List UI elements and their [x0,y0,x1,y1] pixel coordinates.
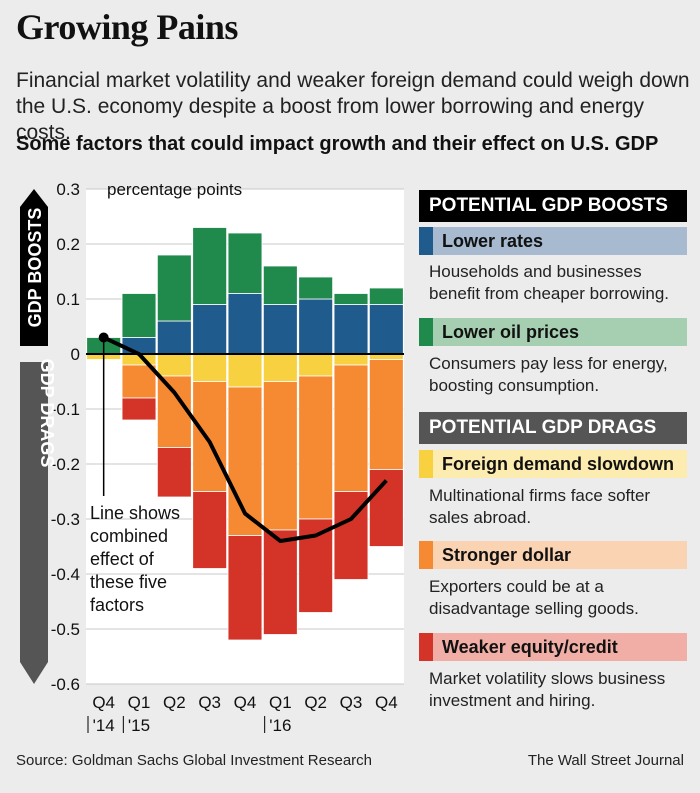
legend-item-lower-oil-prices: Lower oil prices [419,318,687,346]
x-tick-label: Q1 [128,693,151,712]
bar-segment-lower-rates [227,293,263,355]
bar-segment-stronger-dollar [192,381,228,492]
bar-segment-weaker-equity-credit [156,447,192,498]
bar-segment-weaker-equity-credit [121,397,157,421]
x-tick-label: Q1 [269,693,292,712]
legend-swatch [419,450,433,478]
legend-desc-stronger-dollar: Exporters could be at a disadvantage sel… [429,577,639,618]
y-tick-label: -0.6 [51,675,80,694]
y-tick-label: -0.3 [51,510,80,529]
x-tick-label: Q2 [163,693,186,712]
bar-segment-lower-oil-prices [156,254,192,322]
bar-segment-stronger-dollar [262,381,298,531]
bar-segment-foreign-demand-slowdown [227,353,263,388]
annotation-text: factors [90,595,144,615]
legend-desc-lower-rates: Households and businesses benefit from c… [429,262,670,303]
drags-arrow [20,362,48,684]
legend-desc-weaker-equity: Market volatility slows business investm… [429,669,666,710]
bar-segment-lower-oil-prices [368,287,404,305]
bar-segment-weaker-equity-credit [227,535,263,641]
y-tick-label: 0.1 [56,290,80,309]
legend-boosts-header: POTENTIAL GDP BOOSTS [419,190,687,222]
y-tick-label: 0 [71,345,80,364]
y-tick-label: 0.3 [56,180,80,199]
y-tick-label: -0.2 [51,455,80,474]
bar-segment-lower-oil-prices [298,276,334,300]
y-tick-label: 0.2 [56,235,80,254]
bar-segment-lower-rates [298,298,334,355]
legend-item-stronger-dollar: Stronger dollar [419,541,687,569]
y-tick-label: -0.1 [51,400,80,419]
x-tick-label: Q4 [234,693,257,712]
bar-segment-lower-oil-prices [192,227,228,305]
chart-question: Some factors that could impact growth an… [16,133,659,155]
legend-swatch [419,633,433,661]
x-tick-label: Q2 [304,693,327,712]
legend-swatch [419,541,433,569]
bar-segment-stronger-dollar [333,364,369,492]
bar-segment-lower-oil-prices [262,265,298,305]
bar-segment-foreign-demand-slowdown [333,353,369,366]
bar-segment-stronger-dollar [121,364,157,399]
legend-label: Weaker equity/credit [433,633,687,661]
bar-segment-foreign-demand-slowdown [192,353,228,382]
legend-item-lower-rates: Lower rates [419,227,687,255]
chart-title: Growing Pains [16,7,238,47]
legend-swatch [419,318,433,346]
legend-label: Lower oil prices [433,318,687,346]
legend-swatch [419,227,433,255]
bar-segment-weaker-equity-credit [192,491,228,569]
y-tick-label: -0.5 [51,620,80,639]
bar-segment-lower-rates [262,304,298,355]
x-tick-label: Q4 [375,693,398,712]
legend-desc-foreign-demand: Multinational firms face softer sales ab… [429,486,651,527]
bar-segment-lower-oil-prices [333,293,369,305]
bar-segment-lower-oil-prices [227,232,263,294]
bar-segment-lower-rates [192,304,228,355]
boosts-side-label: GDP BOOSTS [25,208,45,328]
bar-segment-foreign-demand-slowdown [298,353,334,377]
legend-label: Stronger dollar [433,541,687,569]
legend-item-foreign-demand: Foreign demand slowdown [419,450,687,478]
legend-item-weaker-equity: Weaker equity/credit [419,633,687,661]
y-tick-label: -0.4 [51,565,80,584]
publisher-credit: The Wall Street Journal [527,752,684,769]
drags-side-label: GDP DRAGS [37,359,57,468]
boosts-arrow [20,189,48,346]
bar-segment-lower-rates [368,304,404,355]
chart-subtitle: Financial market volatility and weaker f… [16,69,690,144]
bar-segment-lower-rates [156,320,192,355]
bar-segment-stronger-dollar [368,359,404,470]
y-unit-label: percentage points [107,180,242,199]
annotation-text: Line shows [90,503,180,523]
legend-label: Foreign demand slowdown [433,450,687,478]
x-tick-label: Q4 [92,693,115,712]
x-tick-label: Q3 [198,693,221,712]
bar-segment-weaker-equity-credit [298,518,334,613]
annotation-text: combined [90,526,168,546]
legend-drags-header: POTENTIAL GDP DRAGS [419,412,687,444]
combined-effect-line [102,335,388,543]
bar-segment-lower-rates [121,337,157,355]
bar-segment-stronger-dollar [298,375,334,520]
bar-segment-foreign-demand-slowdown [262,353,298,382]
annotation-text: these five [90,572,167,592]
x-year-label: '15 [128,716,150,735]
legend-label: Lower rates [433,227,687,255]
x-year-label: '14 [93,716,115,735]
bar-segment-lower-rates [333,304,369,355]
x-tick-label: Q3 [340,693,363,712]
bar-segment-foreign-demand-slowdown [156,353,192,377]
bar-segment-lower-oil-prices [121,293,157,338]
legend-desc-lower-oil-prices: Consumers pay less for energy, boosting … [429,354,668,395]
source-note: Source: Goldman Sachs Global Investment … [16,752,373,769]
x-year-label: '16 [269,716,291,735]
bar-segment-weaker-equity-credit [262,529,298,635]
annotation-text: effect of [90,549,155,569]
